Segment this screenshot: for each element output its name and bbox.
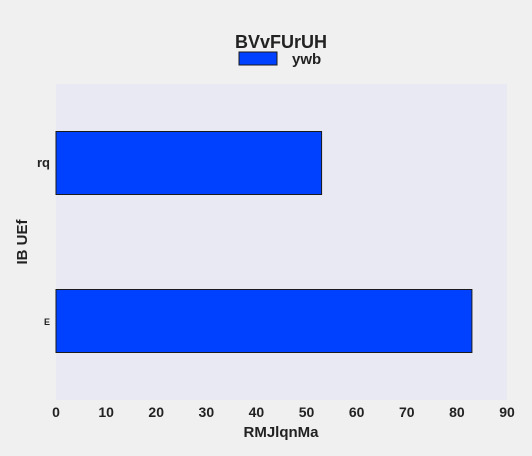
y-axis-label: IB UEf xyxy=(14,218,31,264)
legend-label: ywb xyxy=(292,51,321,68)
chart-title: BVvFUrUH xyxy=(235,32,327,52)
y-tick-label: E xyxy=(44,317,50,327)
y-tick-label: rq xyxy=(37,155,50,170)
x-tick-label: 60 xyxy=(349,404,365,420)
bar-E xyxy=(55,289,473,353)
bar-rq xyxy=(55,131,323,195)
x-axis-ticks: 0 10 20 30 40 50 60 70 80 90 xyxy=(52,404,515,420)
x-tick-label: 0 xyxy=(52,404,60,420)
legend: ywb xyxy=(238,51,321,68)
x-tick-label: 20 xyxy=(148,404,164,420)
x-axis-label: RMJlqnMa xyxy=(244,424,320,441)
bars xyxy=(55,131,473,353)
x-tick-label: 80 xyxy=(449,404,465,420)
x-tick-label: 90 xyxy=(499,404,515,420)
x-tick-label: 50 xyxy=(299,404,315,420)
legend-swatch xyxy=(238,51,278,66)
x-tick-label: 70 xyxy=(399,404,415,420)
x-tick-label: 30 xyxy=(199,404,215,420)
x-tick-label: 10 xyxy=(98,404,114,420)
x-tick-label: 40 xyxy=(249,404,265,420)
y-axis-ticks: rq E xyxy=(37,155,50,327)
